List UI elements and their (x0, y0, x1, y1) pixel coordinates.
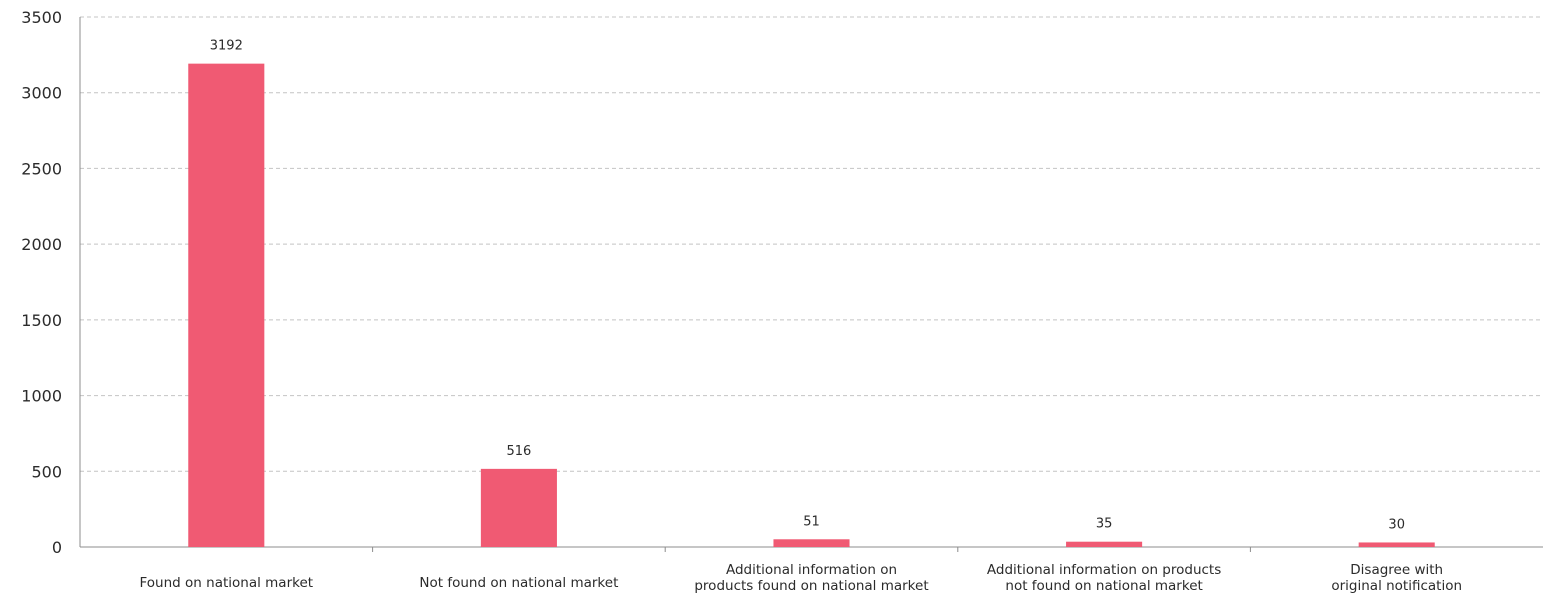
y-tick-label: 1000 (21, 387, 62, 406)
x-category-label: Not found on national market (419, 575, 618, 591)
bar (480, 468, 557, 547)
x-category-label: not found on national market (1005, 578, 1202, 594)
bar-value-label: 51 (803, 514, 820, 529)
y-tick-label: 0 (52, 538, 62, 557)
gridlines (80, 16, 1543, 472)
x-category-label: Disagree with (1350, 562, 1443, 578)
bar (188, 63, 265, 547)
y-tick-label: 2500 (21, 159, 62, 178)
x-category-label: Additional information on products (987, 562, 1221, 578)
bar (1066, 541, 1143, 547)
bar (773, 539, 850, 547)
bar-value-label: 30 (1388, 517, 1405, 532)
x-category-label: Additional information on (726, 562, 897, 578)
x-category-label: products found on national market (694, 578, 928, 594)
y-tick-label: 500 (31, 462, 62, 481)
bar (1358, 542, 1435, 547)
bar-value-label: 3192 (210, 39, 243, 54)
y-tick-label: 3500 (21, 8, 62, 27)
bar-value-label: 35 (1096, 517, 1113, 532)
y-tick-label: 3000 (21, 84, 62, 103)
bars (188, 63, 1435, 547)
labels: 0 500 1000 1500 2000 2500 3000 3500 3192 Found on… (21, 8, 1462, 594)
x-category-label: Found on national market (140, 575, 314, 591)
y-tick-label: 1500 (21, 311, 62, 330)
y-tick-label: 2000 (21, 235, 62, 254)
bar-value-label: 516 (506, 444, 531, 459)
x-category-label: original notification (1331, 578, 1462, 594)
